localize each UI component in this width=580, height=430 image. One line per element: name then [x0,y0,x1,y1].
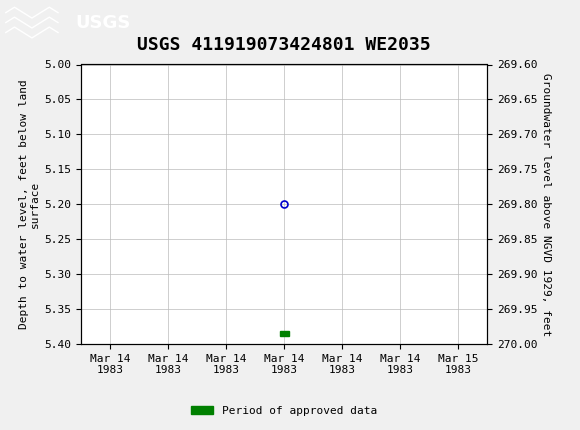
Text: USGS 411919073424801 WE2035: USGS 411919073424801 WE2035 [137,36,431,54]
Y-axis label: Groundwater level above NGVD 1929, feet: Groundwater level above NGVD 1929, feet [541,73,552,336]
Bar [280,331,288,336]
Legend: Period of approved data: Period of approved data [187,401,382,420]
Y-axis label: Depth to water level, feet below land
surface: Depth to water level, feet below land su… [19,80,41,329]
Text: USGS: USGS [75,14,130,31]
